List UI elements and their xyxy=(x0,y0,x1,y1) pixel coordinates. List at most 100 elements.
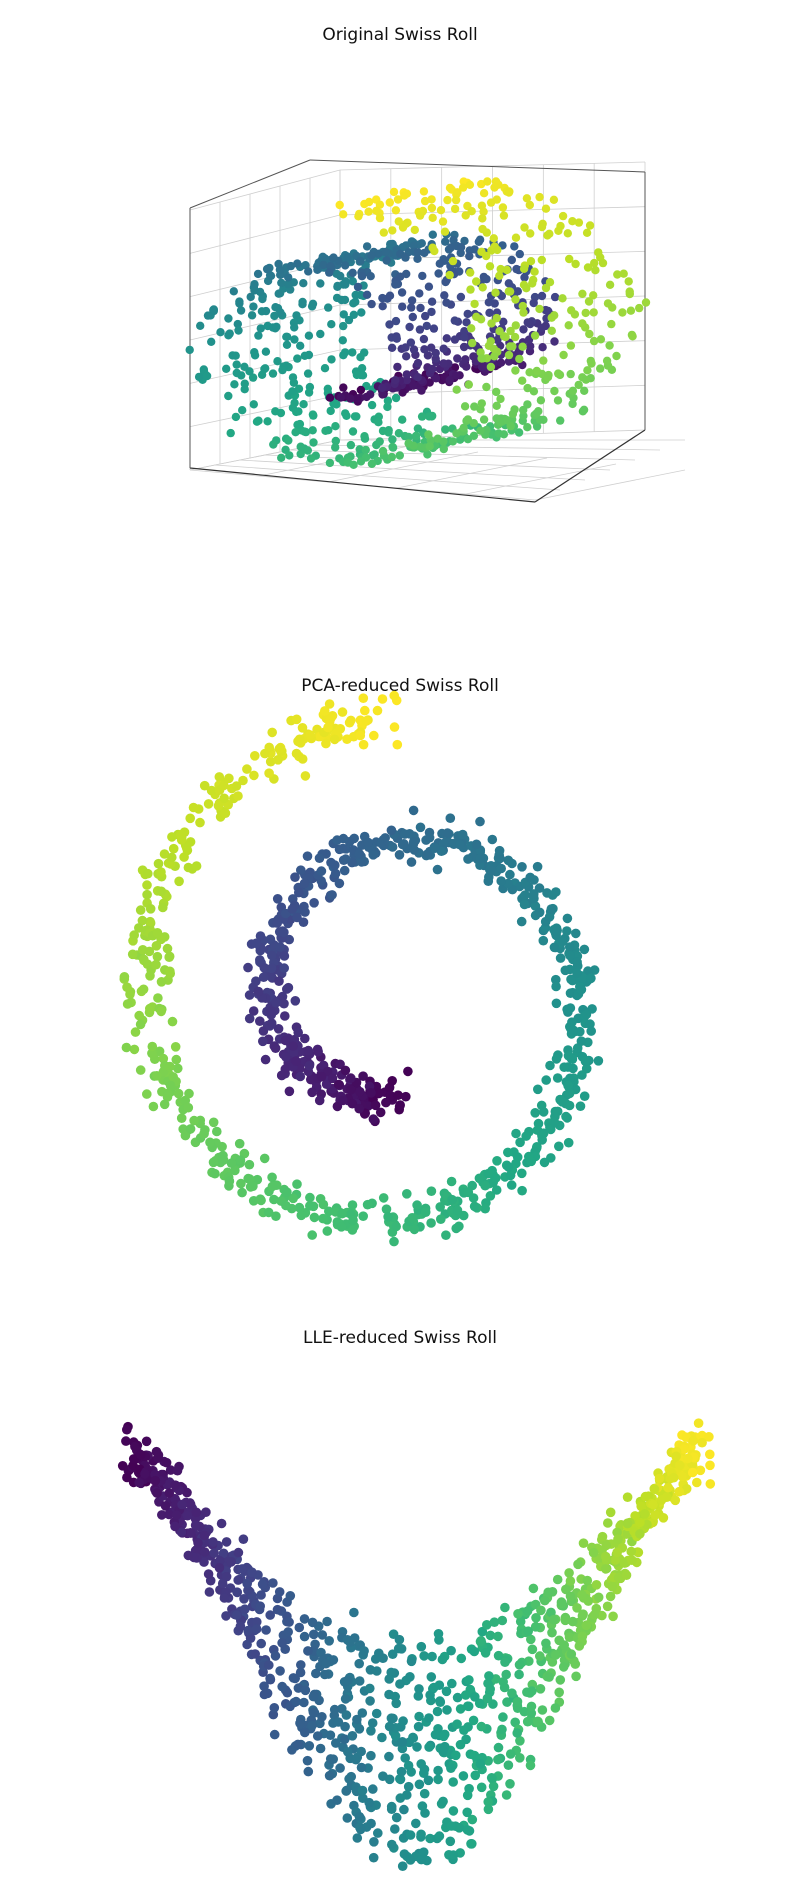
data-point xyxy=(251,976,261,986)
data-point xyxy=(446,243,456,252)
data-point xyxy=(208,1537,218,1547)
data-point xyxy=(284,273,293,282)
data-point xyxy=(135,1065,146,1075)
data-point xyxy=(253,269,263,279)
data-point xyxy=(436,1214,446,1224)
data-point xyxy=(412,1200,422,1210)
data-point xyxy=(287,904,298,914)
data-point xyxy=(317,1712,327,1722)
data-point xyxy=(586,973,596,984)
data-point xyxy=(649,1484,660,1494)
data-point xyxy=(309,1212,320,1223)
data-point xyxy=(420,345,429,354)
grid-line xyxy=(534,469,686,501)
data-point xyxy=(574,1641,585,1651)
data-point xyxy=(491,177,501,186)
data-point xyxy=(341,261,350,270)
data-point xyxy=(502,415,511,425)
data-point xyxy=(367,400,377,410)
data-point xyxy=(242,1639,252,1650)
data-point xyxy=(563,1080,573,1091)
data-point xyxy=(325,268,334,277)
data-point xyxy=(554,1141,564,1152)
data-point xyxy=(365,1683,375,1694)
data-point xyxy=(451,195,461,205)
data-point xyxy=(668,1472,679,1483)
data-point xyxy=(402,1189,412,1199)
data-point xyxy=(335,200,344,210)
data-point xyxy=(469,1750,480,1761)
data-point xyxy=(475,853,486,864)
data-point xyxy=(237,1187,247,1198)
data-point xyxy=(530,1108,540,1118)
data-point xyxy=(257,370,267,379)
data-point xyxy=(564,942,575,952)
data-point xyxy=(677,1471,687,1482)
data-point xyxy=(465,252,474,261)
data-point xyxy=(413,1691,424,1701)
data-point xyxy=(215,1556,225,1566)
data-point xyxy=(394,217,403,226)
data-point xyxy=(381,1097,391,1108)
data-point xyxy=(377,1732,387,1743)
data-point xyxy=(291,428,300,437)
data-point xyxy=(139,954,149,965)
data-point xyxy=(366,1750,376,1761)
data-point xyxy=(339,210,348,219)
data-point xyxy=(271,407,280,416)
data-point xyxy=(175,830,186,840)
data-point xyxy=(395,1679,405,1689)
data-point xyxy=(216,1518,227,1529)
data-point xyxy=(526,1634,536,1645)
data-point xyxy=(406,1656,417,1667)
data-point xyxy=(489,234,498,243)
data-point xyxy=(561,1584,571,1595)
data-point xyxy=(387,1839,397,1850)
data-point xyxy=(515,1736,525,1746)
data-point xyxy=(648,1499,658,1510)
data-point xyxy=(412,1742,422,1752)
data-point xyxy=(135,1449,146,1460)
data-point xyxy=(275,1666,285,1676)
data-point xyxy=(386,1713,397,1723)
data-point xyxy=(424,1713,434,1723)
data-point xyxy=(300,1033,310,1044)
data-point xyxy=(367,459,377,468)
data-point xyxy=(541,1075,551,1085)
data-point xyxy=(409,845,420,855)
data-point xyxy=(153,993,163,1003)
data-point xyxy=(351,297,360,307)
data-point xyxy=(475,1636,486,1647)
data-point xyxy=(408,312,417,322)
data-point xyxy=(236,306,246,315)
data-point xyxy=(511,233,521,242)
data-point xyxy=(446,1176,457,1187)
grid-line xyxy=(189,304,341,341)
data-point xyxy=(407,1213,418,1223)
data-point xyxy=(523,1626,533,1636)
data-point xyxy=(600,1551,611,1562)
data-point xyxy=(362,290,372,299)
data-point xyxy=(494,845,505,856)
data-point xyxy=(486,865,497,876)
data-point xyxy=(519,264,529,273)
data-point xyxy=(291,1056,301,1066)
data-point xyxy=(247,1567,257,1578)
data-point xyxy=(267,950,277,961)
data-point xyxy=(296,1660,306,1670)
data-point xyxy=(225,329,234,338)
data-point xyxy=(192,1545,202,1555)
data-point xyxy=(427,297,437,306)
data-point xyxy=(339,351,348,360)
data-point xyxy=(524,335,534,344)
data-point xyxy=(283,1627,294,1637)
data-point xyxy=(378,446,388,456)
data-point xyxy=(571,259,580,269)
data-point xyxy=(416,303,425,313)
data-point xyxy=(470,1692,480,1702)
data-point xyxy=(693,1418,704,1428)
data-point xyxy=(251,1624,262,1634)
data-point xyxy=(378,293,387,303)
data-point xyxy=(356,353,365,362)
data-point xyxy=(316,866,327,876)
